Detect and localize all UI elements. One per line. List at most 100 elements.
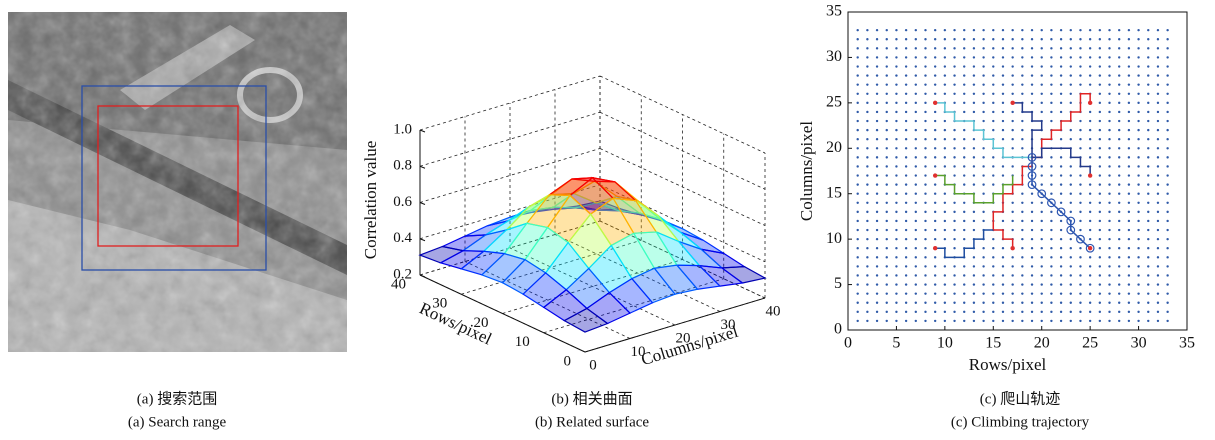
grid-dot [1166,28,1169,32]
grid-dot [972,228,976,232]
grid-dot [972,292,976,295]
grid-dot [1098,92,1102,95]
grid-dot [914,74,917,77]
grid-dot [1040,256,1043,259]
z-tick-label: 0.6 [393,194,412,210]
grid-dot [1030,92,1034,95]
grid-dot [1166,174,1169,177]
grid-dot [933,274,937,277]
grid-dot [1059,274,1063,277]
grid-dot [1088,119,1092,123]
grid-dot [1001,101,1005,105]
grid-dot [1108,47,1111,50]
grid-dot [1011,119,1014,123]
grid-dot [982,256,985,259]
grid-dot [992,183,995,186]
axis-line [419,274,586,353]
grid-dot [963,156,966,159]
trajectory-marker [1066,216,1076,226]
grid-dot [1050,292,1053,295]
grid-dot [992,292,995,295]
z-tick [419,129,426,133]
trajectory-marker [1027,180,1037,190]
grid-dot [866,301,869,304]
grid-dot [904,228,908,232]
grid-dot [1108,83,1111,86]
grid-dot [1079,65,1082,68]
grid-dot [1166,92,1169,95]
grid-dot [943,265,947,268]
grid-dot [1118,210,1121,214]
grid-dot [1156,201,1160,204]
grid-dot [856,74,859,77]
caption-en: (a) Search range [128,414,227,430]
grid-dot [1069,256,1072,259]
grid-dot [953,128,956,132]
grid-dot [1001,301,1005,304]
grid-dot [1079,310,1082,314]
grid-dot [963,28,966,32]
grid-dot [1098,47,1102,50]
caption-cn: (b) 相关曲面 [551,390,632,407]
grid-dot [1137,174,1140,177]
grid-dot [943,210,947,214]
grid-dot [1088,38,1092,41]
grid-dot [924,319,927,323]
grid-dot [953,165,956,168]
grid-dot [1098,292,1102,295]
caption-cn: (c) 爬山轨迹 [980,390,1060,407]
grid-dot [875,247,879,250]
grid-dot [1069,274,1072,277]
wall-grid-line [599,111,766,190]
grid-dot [1069,56,1072,59]
grid-dot [1011,65,1014,68]
grid-dot [924,83,927,86]
grid-dot [904,74,908,77]
grid-dot [953,219,956,223]
grid-dot [972,165,976,168]
grid-dot [1127,74,1131,77]
grid-dot [924,310,927,314]
grid-dot [982,56,985,59]
grid-dot [1059,192,1063,195]
grid-dot [943,274,947,277]
grid-dot [895,138,898,141]
grid-dot [972,38,976,41]
grid-dot [972,174,976,177]
grid-dot [1118,156,1121,159]
grid-dot [904,174,908,177]
grid-dot [1127,147,1131,150]
grid-dot [1079,56,1082,59]
grid-dot [1156,101,1160,105]
grid-dot [914,119,917,123]
grid-dot [924,128,927,132]
grid-dot [943,38,947,41]
y-tick-label: 15 [826,184,842,201]
grid-dot [953,265,956,268]
grid-dot [953,156,956,159]
grid-dot [1147,310,1150,314]
grid-dot [933,128,937,132]
grid-dot [1108,128,1111,132]
grid-dot [1098,83,1102,86]
grid-dot [1118,92,1121,95]
trajectory [935,102,1033,159]
grid-dot [1156,56,1160,59]
grid-dot [914,237,917,241]
grid-dot [1127,47,1131,50]
grid-dot [1021,310,1024,314]
grid-dot [1059,101,1063,105]
grid-dot [1166,210,1169,214]
z-tick-label: 0.8 [393,158,412,174]
grid-dot [1069,283,1072,286]
grid-dot [1021,92,1024,95]
grid-dot [992,28,995,32]
grid-dot [924,219,927,223]
grid-dot [1147,183,1150,186]
grid-dot [856,274,859,277]
grid-dot [1127,92,1131,95]
y-tick-label: 0 [834,321,842,338]
grid-dot [904,165,908,168]
grid-dot [1088,228,1092,232]
grid-dot [972,183,976,186]
